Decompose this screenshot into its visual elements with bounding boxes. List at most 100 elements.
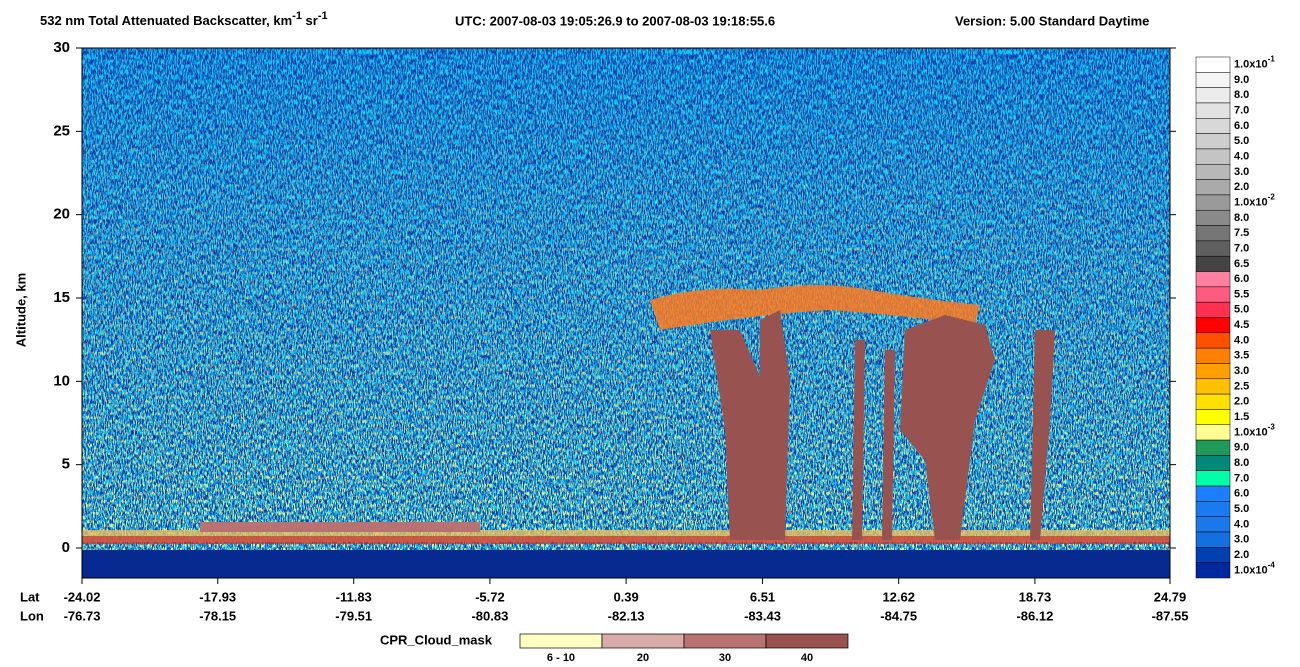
colorbar-swatch bbox=[1195, 102, 1231, 119]
colorbar-swatch bbox=[1195, 485, 1231, 502]
colorbar-label: 5.0 bbox=[1234, 503, 1249, 515]
lat-label: Lat bbox=[20, 589, 40, 604]
colorbar-swatch bbox=[1195, 255, 1231, 272]
colorbar-swatch bbox=[1195, 118, 1231, 134]
cpr-swatch-label: 20 bbox=[637, 652, 649, 664]
colorbar-label: 3.0 bbox=[1234, 365, 1249, 377]
y-tick-label: 30 bbox=[53, 39, 70, 56]
utc-range: UTC: 2007-08-03 19:05:26.9 to 2007-08-03… bbox=[455, 13, 775, 28]
colorbar-label: 1.0x10-1 bbox=[1234, 55, 1275, 71]
backscatter-image bbox=[82, 48, 1170, 578]
cpr-swatch-label: 30 bbox=[719, 652, 731, 664]
colorbar-label: 7.5 bbox=[1234, 227, 1249, 239]
colorbar-swatch bbox=[1195, 225, 1231, 242]
surface-layer bbox=[82, 536, 1170, 544]
cpr-cloud bbox=[200, 522, 480, 532]
colorbar-label: 3.5 bbox=[1234, 350, 1249, 362]
lon-tick-label: -80.83 bbox=[471, 608, 508, 623]
lat-tick-label: 6.51 bbox=[750, 589, 775, 604]
lon-tick-label: -76.73 bbox=[64, 608, 101, 623]
colorbar-label: 6.5 bbox=[1234, 258, 1249, 270]
colorbar-label: 9.0 bbox=[1234, 442, 1249, 454]
lon-tick-label: -78.15 bbox=[199, 608, 236, 623]
lat-tick-label: 12.62 bbox=[882, 589, 915, 604]
lat-tick-label: 24.79 bbox=[1154, 589, 1187, 604]
y-axis-label: Altitude, km bbox=[13, 273, 28, 347]
colorbar-label: 8.0 bbox=[1234, 457, 1249, 469]
colorbar-swatch bbox=[1195, 470, 1231, 487]
lon-tick-label: -79.51 bbox=[335, 608, 372, 623]
cpr-swatch bbox=[683, 633, 767, 649]
colorbar-swatch bbox=[1195, 455, 1231, 471]
cpr-cloud bbox=[852, 340, 895, 540]
lat-tick-label: -5.72 bbox=[475, 589, 505, 604]
colorbar-label: 5.5 bbox=[1234, 288, 1249, 300]
cpr-swatch-label: 6 - 10 bbox=[547, 652, 575, 664]
colorbar-swatch bbox=[1195, 424, 1231, 441]
lat-tick-label: 18.73 bbox=[1019, 589, 1052, 604]
colorbar-swatch bbox=[1195, 179, 1231, 196]
lon-tick-label: -82.13 bbox=[608, 608, 645, 623]
colorbar-swatch bbox=[1195, 347, 1231, 364]
colorbar-swatch bbox=[1195, 317, 1231, 334]
colorbar-swatch bbox=[1195, 516, 1231, 533]
colorbar-label: 1.0x10-4 bbox=[1234, 560, 1275, 576]
colorbar-label: 8.0 bbox=[1234, 89, 1249, 101]
cpr-swatch bbox=[519, 633, 603, 649]
speckle-yellow bbox=[82, 48, 1170, 578]
colorbar-label: 6.0 bbox=[1234, 273, 1249, 285]
colorbar-swatch bbox=[1195, 271, 1231, 288]
colorbar-label: 2.0 bbox=[1234, 181, 1249, 193]
colorbar-swatch bbox=[1195, 72, 1231, 88]
lon-label: Lon bbox=[20, 608, 44, 623]
colorbar-label: 6.0 bbox=[1234, 488, 1249, 500]
colorbar-label-exp: -1 bbox=[1268, 55, 1276, 64]
colorbar-swatch bbox=[1195, 209, 1231, 226]
colorbar-label: 4.0 bbox=[1234, 151, 1249, 163]
colorbar-label: 5.0 bbox=[1234, 304, 1249, 316]
colorbar-label-exp: -2 bbox=[1268, 193, 1276, 202]
colorbar-label: 7.0 bbox=[1234, 105, 1249, 117]
lat-tick-label: -11.83 bbox=[336, 589, 372, 604]
colorbar-swatch bbox=[1195, 378, 1231, 395]
colorbar-label: 7.0 bbox=[1234, 472, 1249, 484]
colorbar-label: 2.5 bbox=[1234, 380, 1249, 392]
colorbar-swatch bbox=[1195, 393, 1231, 410]
colorbar-swatch bbox=[1195, 531, 1231, 548]
colorbar-swatch bbox=[1195, 439, 1231, 456]
colorbar-swatch bbox=[1195, 501, 1231, 517]
colorbar-label-exp: -4 bbox=[1268, 560, 1276, 569]
colorbar-swatch bbox=[1195, 56, 1231, 73]
colorbar-swatch bbox=[1195, 148, 1231, 165]
cpr-swatch-label: 40 bbox=[801, 652, 813, 664]
colorbar-swatch bbox=[1195, 240, 1231, 257]
colorbar-swatch bbox=[1195, 562, 1231, 579]
title-sup: -1 bbox=[292, 10, 302, 22]
title-sup: -1 bbox=[318, 10, 328, 22]
cpr-swatch bbox=[601, 633, 685, 649]
colorbar-label-text: 1.0x10 bbox=[1234, 426, 1268, 438]
lon-tick-label: -87.55 bbox=[1152, 608, 1189, 623]
version: Version: 5.00 Standard Daytime bbox=[955, 13, 1149, 28]
y-tick-label: 0 bbox=[62, 539, 70, 556]
cpr-cloud bbox=[1030, 330, 1055, 540]
y-tick-label: 5 bbox=[62, 456, 70, 473]
colorbar-swatch bbox=[1195, 332, 1231, 349]
cpr-cloud bbox=[900, 315, 995, 540]
cpr-swatch bbox=[765, 633, 849, 649]
y-tick-label: 20 bbox=[53, 206, 70, 223]
colorbar-swatch bbox=[1195, 87, 1231, 104]
colorbar-label: 5.0 bbox=[1234, 135, 1249, 147]
colorbar-swatch bbox=[1195, 363, 1231, 380]
lon-tick-label: -86.12 bbox=[1016, 608, 1053, 623]
colorbar-swatch bbox=[1195, 194, 1231, 211]
lat-tick-label: -17.93 bbox=[199, 589, 236, 604]
colorbar-label: 9.0 bbox=[1234, 74, 1249, 86]
colorbar-swatch bbox=[1195, 133, 1231, 150]
colorbar-label: 2.0 bbox=[1234, 549, 1249, 561]
cpr-label: CPR_Cloud_mask bbox=[380, 632, 493, 647]
colorbar-swatch bbox=[1195, 286, 1231, 303]
title-text: 532 nm Total Attenuated Backscatter, km bbox=[40, 13, 292, 28]
colorbar-label: 7.0 bbox=[1234, 242, 1249, 254]
